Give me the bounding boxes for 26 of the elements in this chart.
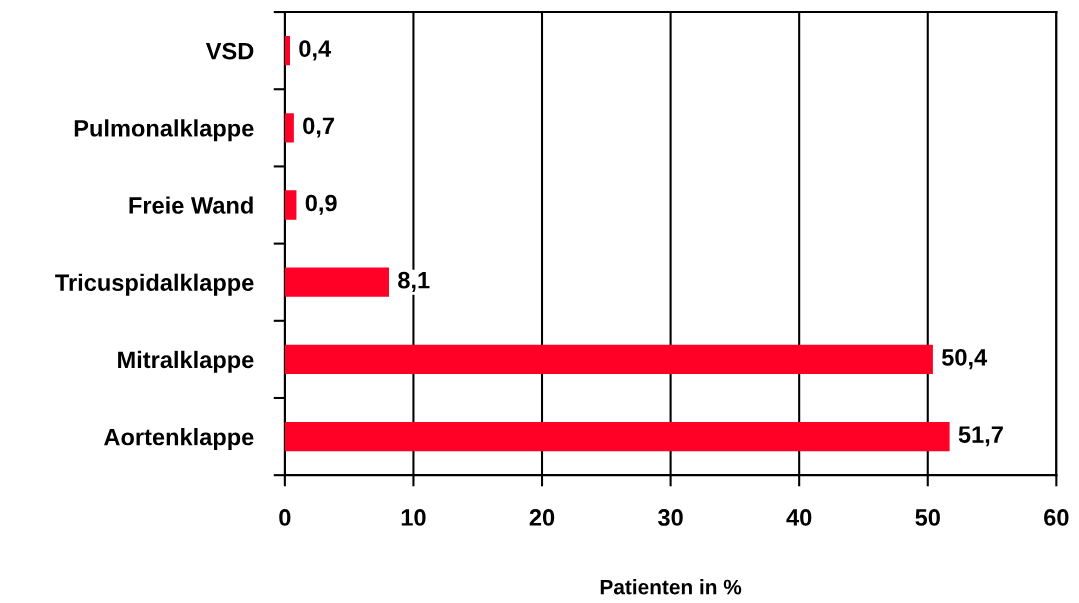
- y-tick-label: Tricuspidalklappe: [55, 273, 254, 296]
- data-label: 0,9: [305, 194, 337, 215]
- x-axis-title: Patienten in %: [600, 579, 742, 595]
- y-tick-label: Pulmonalklappe: [74, 119, 254, 142]
- y-tick-label: Mitralklappe: [118, 350, 254, 373]
- data-label: 0,7: [303, 117, 334, 138]
- x-tick-label: 50: [915, 509, 940, 526]
- bar: [284, 190, 297, 220]
- x-tick-label: 60: [1044, 509, 1069, 526]
- x-tick-label: 20: [529, 509, 555, 526]
- bar: [284, 113, 294, 143]
- x-tick-label: 30: [658, 509, 683, 526]
- y-tick-label: Aortenklappe: [104, 428, 254, 451]
- x-tick-label: 0: [279, 509, 291, 526]
- bar: [284, 35, 290, 66]
- x-tick-label: 10: [401, 509, 426, 526]
- y-tick-label: Freie Wand: [129, 196, 253, 214]
- data-label: 8,1: [398, 271, 430, 292]
- data-label: 50,4: [941, 349, 988, 370]
- x-tick-label: 40: [786, 509, 812, 526]
- bar: [284, 421, 950, 452]
- data-label: 0,4: [299, 40, 332, 61]
- bar: [284, 344, 933, 375]
- data-label: 51,7: [958, 426, 1003, 447]
- y-tick-label: VSD: [205, 42, 254, 60]
- bar: [284, 267, 390, 297]
